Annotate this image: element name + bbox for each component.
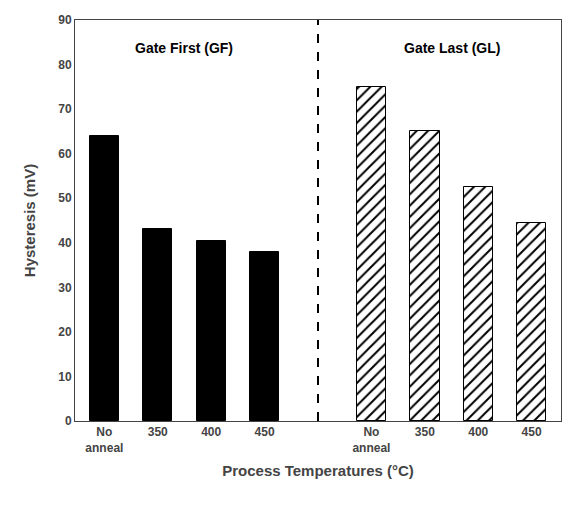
svg-text:350: 350 xyxy=(415,425,435,439)
svg-text:450: 450 xyxy=(255,425,275,439)
svg-text:Gate Last (GL): Gate Last (GL) xyxy=(404,40,500,56)
svg-text:10: 10 xyxy=(58,370,72,384)
svg-text:Process Temperatures (°C): Process Temperatures (°C) xyxy=(222,462,414,479)
svg-text:0: 0 xyxy=(65,414,72,428)
svg-text:70: 70 xyxy=(58,102,72,116)
svg-text:90: 90 xyxy=(58,13,72,27)
svg-text:Gate First (GF): Gate First (GF) xyxy=(135,40,233,56)
svg-text:450: 450 xyxy=(522,425,542,439)
svg-text:350: 350 xyxy=(148,425,168,439)
svg-text:Noanneal: Noanneal xyxy=(352,425,390,455)
svg-text:40: 40 xyxy=(58,236,72,250)
svg-text:Hysteresis (mV): Hysteresis (mV) xyxy=(21,164,38,277)
svg-text:20: 20 xyxy=(58,325,72,339)
svg-text:30: 30 xyxy=(58,281,72,295)
svg-text:Noanneal: Noanneal xyxy=(85,425,123,455)
svg-text:60: 60 xyxy=(58,147,72,161)
svg-text:400: 400 xyxy=(468,425,488,439)
svg-text:50: 50 xyxy=(58,191,72,205)
svg-text:400: 400 xyxy=(201,425,221,439)
svg-text:80: 80 xyxy=(58,58,72,72)
